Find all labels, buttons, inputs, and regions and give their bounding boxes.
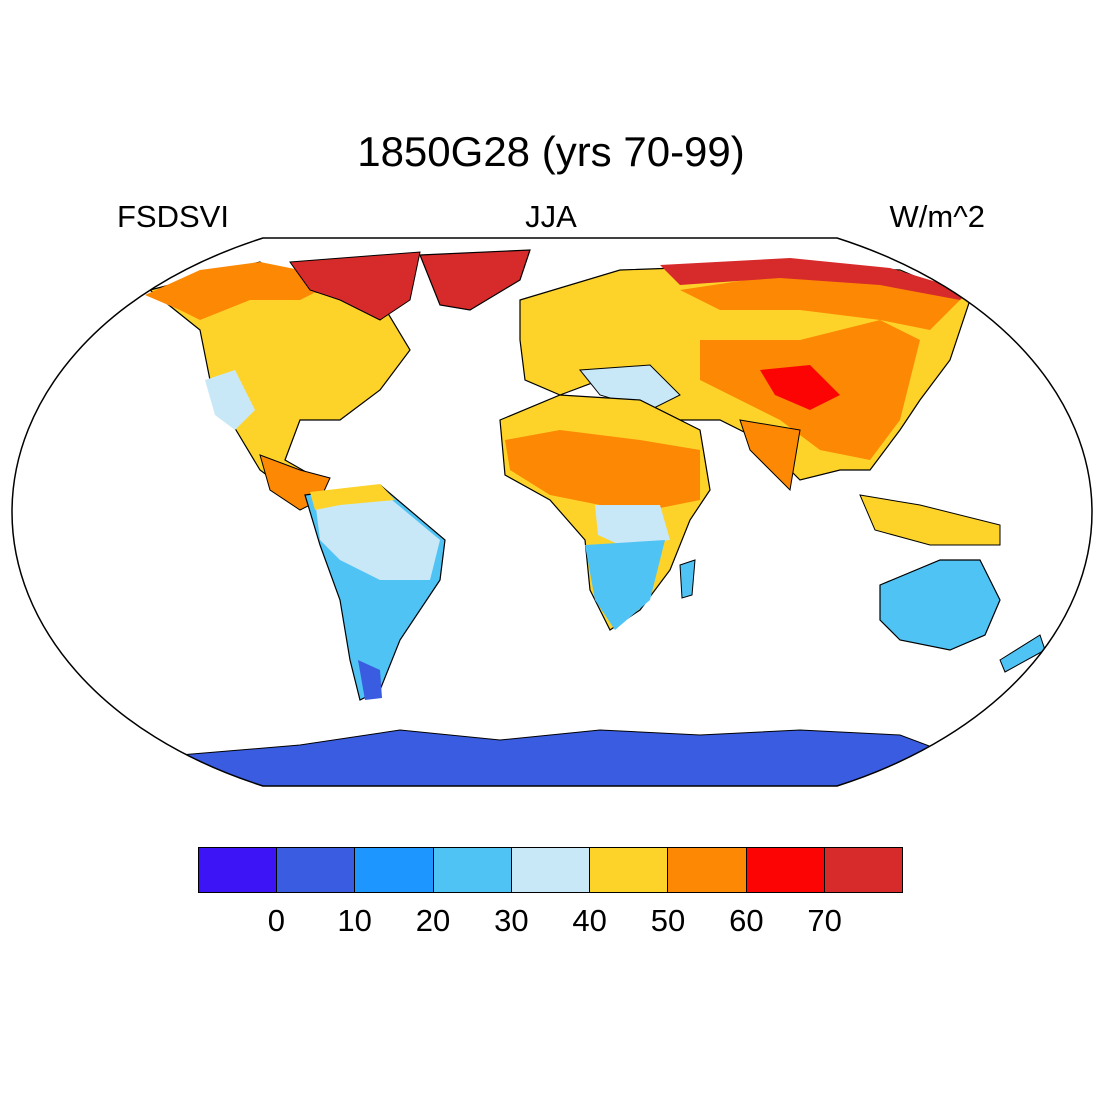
colorbar-swatch-7	[746, 848, 825, 892]
region-southern-africa	[585, 540, 665, 630]
colorbar	[198, 847, 903, 893]
region-antarctica	[148, 729, 961, 786]
season-label: JJA	[525, 199, 577, 234]
region-arctic-russia	[660, 258, 970, 300]
colorbar-tick-label: 40	[572, 903, 607, 938]
region-canada-arctic	[289, 251, 421, 321]
colorbar-tick-label: 20	[415, 903, 451, 938]
region-alaska-canada-north	[145, 262, 330, 320]
colorbar-swatch-0	[199, 848, 278, 892]
region-tibet	[760, 365, 840, 410]
colorbar-swatch-5	[590, 848, 669, 892]
variable-label: FSDSVI	[117, 199, 229, 234]
units-label: W/m^2	[889, 199, 985, 234]
region-south-america-north	[310, 484, 395, 510]
region-siberia	[680, 275, 960, 330]
colorbar-tick-label: 0	[267, 903, 285, 938]
region-greenland	[419, 249, 531, 311]
map-border	[11, 237, 1093, 787]
colorbar-tick-label: 30	[494, 903, 529, 938]
colorbar-swatch-2	[355, 848, 434, 892]
colorbar-tick-label: 70	[807, 903, 842, 938]
region-amazon	[315, 490, 440, 580]
colorbar-tick-label: 60	[729, 903, 764, 938]
map-title: 1850G28 (yrs 70-99)	[357, 128, 745, 175]
colorbar-swatch-1	[277, 848, 356, 892]
colorbar-swatch-6	[668, 848, 747, 892]
colorbar-swatch-3	[433, 848, 512, 892]
region-india	[739, 419, 801, 492]
region-madagascar	[679, 559, 696, 599]
region-sahara	[505, 430, 700, 510]
colorbar-swatch-8	[824, 848, 902, 892]
region-patagonia	[358, 660, 382, 700]
region-western-us	[205, 370, 255, 430]
colorbar-tick-label: 50	[650, 903, 686, 938]
colorbar-swatch-4	[511, 848, 591, 892]
region-indonesia	[859, 494, 1001, 546]
colorbar-tick-label: 10	[337, 903, 372, 938]
region-central-africa	[595, 505, 670, 545]
region-mediterranean	[579, 364, 681, 411]
region-australia	[879, 559, 1001, 651]
